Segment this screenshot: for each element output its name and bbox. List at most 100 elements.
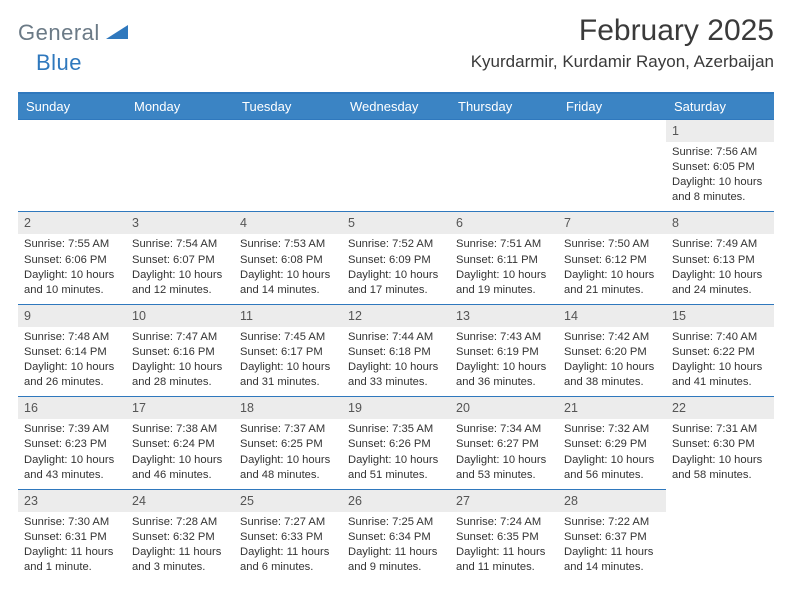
sunset-line: Sunset: 6:17 PM xyxy=(240,345,336,360)
day-info: Sunrise: 7:48 AMSunset: 6:14 PMDaylight:… xyxy=(24,330,120,390)
sunrise-line: Sunrise: 7:30 AM xyxy=(24,515,120,530)
day-number: 24 xyxy=(132,494,146,508)
sunset-line: Sunset: 6:30 PM xyxy=(672,437,768,452)
day-info: Sunrise: 7:31 AMSunset: 6:30 PMDaylight:… xyxy=(672,422,768,482)
sunset-line: Sunset: 6:11 PM xyxy=(456,253,552,268)
sunrise-line: Sunrise: 7:47 AM xyxy=(132,330,228,345)
sunrise-line: Sunrise: 7:32 AM xyxy=(564,422,660,437)
day-cell-9: 9 Sunrise: 7:48 AMSunset: 6:14 PMDaylight… xyxy=(18,304,126,396)
day-number-row: 6 xyxy=(450,212,558,234)
day-info: Sunrise: 7:56 AMSunset: 6:05 PMDaylight:… xyxy=(672,145,768,205)
empty-cell xyxy=(342,119,450,211)
empty-cell xyxy=(234,119,342,211)
sunset-line: Sunset: 6:24 PM xyxy=(132,437,228,452)
sunrise-line: Sunrise: 7:38 AM xyxy=(132,422,228,437)
sunrise-line: Sunrise: 7:25 AM xyxy=(348,515,444,530)
empty-cell xyxy=(558,119,666,211)
day-number-row: 19 xyxy=(342,397,450,419)
sunrise-line: Sunrise: 7:43 AM xyxy=(456,330,552,345)
day-cell-28: 28Sunrise: 7:22 AMSunset: 6:37 PMDayligh… xyxy=(558,489,666,581)
empty-cell xyxy=(450,119,558,211)
weekday-sunday: Sunday xyxy=(18,94,126,119)
sunset-line: Sunset: 6:20 PM xyxy=(564,345,660,360)
day-cell-23: 23Sunrise: 7:30 AMSunset: 6:31 PMDayligh… xyxy=(18,489,126,581)
sunrise-line: Sunrise: 7:37 AM xyxy=(240,422,336,437)
day-info: Sunrise: 7:50 AMSunset: 6:12 PMDaylight:… xyxy=(564,237,660,297)
day-number-row: 23 xyxy=(18,490,126,512)
day-info: Sunrise: 7:53 AMSunset: 6:08 PMDaylight:… xyxy=(240,237,336,297)
day-number-row: 11 xyxy=(234,305,342,327)
day-number-row: 24 xyxy=(126,490,234,512)
day-number: 9 xyxy=(24,309,31,323)
weekday-thursday: Thursday xyxy=(450,94,558,119)
sunrise-line: Sunrise: 7:54 AM xyxy=(132,237,228,252)
day-info: Sunrise: 7:55 AMSunset: 6:06 PMDaylight:… xyxy=(24,237,120,297)
day-number: 19 xyxy=(348,401,362,415)
day-cell-12: 12Sunrise: 7:44 AMSunset: 6:18 PMDayligh… xyxy=(342,304,450,396)
day-info: Sunrise: 7:47 AMSunset: 6:16 PMDaylight:… xyxy=(132,330,228,390)
day-number: 5 xyxy=(348,216,355,230)
sunset-line: Sunset: 6:32 PM xyxy=(132,530,228,545)
day-number-row: 28 xyxy=(558,490,666,512)
day-info: Sunrise: 7:39 AMSunset: 6:23 PMDaylight:… xyxy=(24,422,120,482)
day-cell-24: 24Sunrise: 7:28 AMSunset: 6:32 PMDayligh… xyxy=(126,489,234,581)
day-info: Sunrise: 7:52 AMSunset: 6:09 PMDaylight:… xyxy=(348,237,444,297)
day-number-row: 15 xyxy=(666,305,774,327)
day-info: Sunrise: 7:32 AMSunset: 6:29 PMDaylight:… xyxy=(564,422,660,482)
daylight-line: Daylight: 10 hours and 19 minutes. xyxy=(456,268,552,298)
daylight-line: Daylight: 11 hours and 3 minutes. xyxy=(132,545,228,575)
sunset-line: Sunset: 6:13 PM xyxy=(672,253,768,268)
sunrise-line: Sunrise: 7:24 AM xyxy=(456,515,552,530)
daylight-line: Daylight: 10 hours and 41 minutes. xyxy=(672,360,768,390)
sunset-line: Sunset: 6:18 PM xyxy=(348,345,444,360)
day-number-row: 3 xyxy=(126,212,234,234)
day-number: 20 xyxy=(456,401,470,415)
daylight-line: Daylight: 11 hours and 11 minutes. xyxy=(456,545,552,575)
day-number: 13 xyxy=(456,309,470,323)
day-info: Sunrise: 7:42 AMSunset: 6:20 PMDaylight:… xyxy=(564,330,660,390)
logo-triangle-icon xyxy=(106,23,128,44)
day-cell-10: 10 Sunrise: 7:47 AMSunset: 6:16 PMDayligh… xyxy=(126,304,234,396)
day-number: 3 xyxy=(132,216,139,230)
day-info: Sunrise: 7:34 AMSunset: 6:27 PMDaylight:… xyxy=(456,422,552,482)
day-info: Sunrise: 7:25 AMSunset: 6:34 PMDaylight:… xyxy=(348,515,444,575)
sunrise-line: Sunrise: 7:56 AM xyxy=(672,145,768,160)
daylight-line: Daylight: 10 hours and 48 minutes. xyxy=(240,453,336,483)
sunset-line: Sunset: 6:34 PM xyxy=(348,530,444,545)
sunrise-line: Sunrise: 7:35 AM xyxy=(348,422,444,437)
day-cell-17: 17Sunrise: 7:38 AMSunset: 6:24 PMDayligh… xyxy=(126,396,234,488)
day-info: Sunrise: 7:37 AMSunset: 6:25 PMDaylight:… xyxy=(240,422,336,482)
sunset-line: Sunset: 6:16 PM xyxy=(132,345,228,360)
sunset-line: Sunset: 6:06 PM xyxy=(24,253,120,268)
weekday-tuesday: Tuesday xyxy=(234,94,342,119)
day-cell-16: 16 Sunrise: 7:39 AMSunset: 6:23 PMDayligh… xyxy=(18,396,126,488)
weekday-wednesday: Wednesday xyxy=(342,94,450,119)
daylight-line: Daylight: 10 hours and 26 minutes. xyxy=(24,360,120,390)
day-number: 16 xyxy=(24,401,38,415)
day-cell-1: 1 Sunrise: 7:56 AMSunset: 6:05 PMDaylight… xyxy=(666,119,774,211)
day-number-row: 27 xyxy=(450,490,558,512)
day-number-row: 1 xyxy=(666,120,774,142)
day-cell-20: 20 Sunrise: 7:34 AMSunset: 6:27 PMDayligh… xyxy=(450,396,558,488)
day-number: 10 xyxy=(132,309,146,323)
day-cell-13: 13Sunrise: 7:43 AMSunset: 6:19 PMDayligh… xyxy=(450,304,558,396)
sunset-line: Sunset: 6:05 PM xyxy=(672,160,768,175)
empty-cell xyxy=(126,119,234,211)
day-number-row: 16 xyxy=(18,397,126,419)
daylight-line: Daylight: 10 hours and 8 minutes. xyxy=(672,175,768,205)
calendar-grid: 1Sunrise: 7:56 AMSunset: 6:05 PMDaylight… xyxy=(18,119,774,581)
day-number: 21 xyxy=(564,401,578,415)
day-number: 26 xyxy=(348,494,362,508)
sunrise-line: Sunrise: 7:31 AM xyxy=(672,422,768,437)
sunrise-line: Sunrise: 7:45 AM xyxy=(240,330,336,345)
daylight-line: Daylight: 11 hours and 6 minutes. xyxy=(240,545,336,575)
daylight-line: Daylight: 10 hours and 46 minutes. xyxy=(132,453,228,483)
day-number: 1 xyxy=(672,124,679,138)
daylight-line: Daylight: 10 hours and 33 minutes. xyxy=(348,360,444,390)
sunset-line: Sunset: 6:22 PM xyxy=(672,345,768,360)
day-info: Sunrise: 7:51 AMSunset: 6:11 PMDaylight:… xyxy=(456,237,552,297)
day-number: 2 xyxy=(24,216,31,230)
sunset-line: Sunset: 6:25 PM xyxy=(240,437,336,452)
day-info: Sunrise: 7:27 AMSunset: 6:33 PMDaylight:… xyxy=(240,515,336,575)
sunset-line: Sunset: 6:37 PM xyxy=(564,530,660,545)
